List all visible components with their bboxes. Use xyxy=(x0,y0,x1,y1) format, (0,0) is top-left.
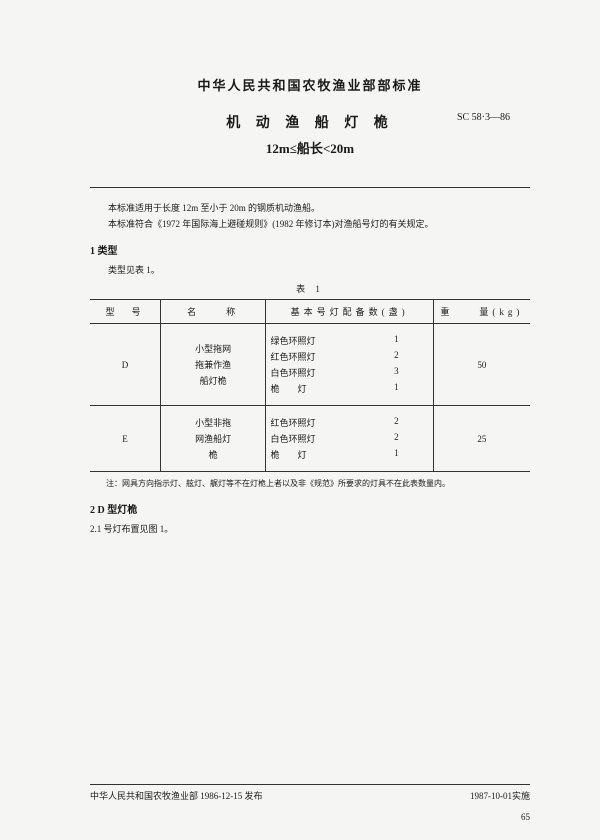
eq-d-3-qty: 1 xyxy=(394,382,399,395)
intro-block: 本标准适用于长度 12m 至小于 20m 的钢质机动渔船。 本标准符合《1972… xyxy=(90,200,530,232)
cell-name-e: 小型非拖 网渔船灯 桅 xyxy=(160,406,266,472)
eq-d-0-qty: 1 xyxy=(394,334,399,347)
intro-p2: 本标准符合《1972 年国际海上避碰规则》(1982 年修订本)对渔船号灯的有关… xyxy=(90,216,530,232)
page-container: 中华人民共和国农牧渔业部部标准 机 动 渔 船 灯 桅 SC 58·3—86 1… xyxy=(0,0,600,840)
table-1-note: 注：网具方向指示灯、舷灯、艉灯等不在灯桅上者以及非《规范》所要求的灯具不在此表数… xyxy=(90,478,530,489)
eq-e-2-label: 桅 灯 xyxy=(270,448,306,461)
name-e-1: 网渔船灯 xyxy=(195,432,231,445)
page-number: 65 xyxy=(521,812,530,822)
cell-model-e: E xyxy=(90,406,160,472)
page-footer: 中华人民共和国农牧渔业部 1986-12-15 发布 1987-10-01实施 xyxy=(90,784,530,802)
th-name: 名 称 xyxy=(160,300,266,324)
eq-e-1-qty: 2 xyxy=(394,432,399,445)
th-weight: 重 量(kg) xyxy=(433,300,530,324)
eq-d-1-label: 红色环照灯 xyxy=(270,350,315,363)
table-row: D 小型拖网 拖兼作渔 船灯桅 绿色环照灯 1 红色环照灯 2 白色环照灯 3 桅 灯… xyxy=(90,324,530,406)
name-e-0: 小型非拖 xyxy=(195,416,231,429)
doc-title: 机 动 渔 船 灯 桅 xyxy=(226,112,394,132)
section-2-heading: 2 D 型灯桅 xyxy=(90,501,530,516)
footer-left: 中华人民共和国农牧渔业部 1986-12-15 发布 xyxy=(90,789,263,802)
page-header-title: 中华人民共和国农牧渔业部部标准 xyxy=(90,75,530,94)
intro-p1: 本标准适用于长度 12m 至小于 20m 的钢质机动渔船。 xyxy=(90,200,530,216)
cell-equip-d: 绿色环照灯 1 红色环照灯 2 白色环照灯 3 桅 灯 1 xyxy=(266,324,433,406)
doc-subtitle: 12m≤船长<20m xyxy=(90,138,530,157)
cell-weight-d: 50 xyxy=(433,324,530,406)
name-d-0: 小型拖网 xyxy=(195,342,231,355)
section-1-sub: 类型见表 1。 xyxy=(90,263,530,276)
eq-d-2-label: 白色环照灯 xyxy=(270,366,315,379)
footer-right: 1987-10-01实施 xyxy=(470,789,530,802)
section-2-sub: 2.1 号灯布置见图 1。 xyxy=(90,522,530,535)
eq-d-1-qty: 2 xyxy=(394,350,399,363)
doc-code: SC 58·3—86 xyxy=(457,112,510,123)
section-1-heading: 1 类型 xyxy=(90,242,530,257)
table-1-caption: 表 1 xyxy=(90,282,530,295)
cell-name-d: 小型拖网 拖兼作渔 船灯桅 xyxy=(160,324,266,406)
name-e-2: 桅 xyxy=(209,448,218,461)
table-row: E 小型非拖 网渔船灯 桅 红色环照灯 2 白色环照灯 2 桅 灯 1 25 xyxy=(90,406,530,472)
table-header-row: 型 号 名 称 基本号灯配备数(盏) 重 量(kg) xyxy=(90,300,530,324)
doc-title-row: 机 动 渔 船 灯 桅 SC 58·3—86 xyxy=(90,112,530,132)
eq-e-0-qty: 2 xyxy=(394,416,399,429)
th-model: 型 号 xyxy=(90,300,160,324)
eq-d-2-qty: 3 xyxy=(394,366,399,379)
name-d-2: 船灯桅 xyxy=(200,374,227,387)
eq-e-0-label: 红色环照灯 xyxy=(270,416,315,429)
cell-weight-e: 25 xyxy=(433,406,530,472)
name-d-1: 拖兼作渔 xyxy=(195,358,231,371)
table-1: 型 号 名 称 基本号灯配备数(盏) 重 量(kg) D 小型拖网 拖兼作渔 船… xyxy=(90,299,530,472)
eq-e-1-label: 白色环照灯 xyxy=(270,432,315,445)
eq-e-2-qty: 1 xyxy=(394,448,399,461)
divider-top xyxy=(90,187,530,188)
cell-model-d: D xyxy=(90,324,160,406)
eq-d-0-label: 绿色环照灯 xyxy=(270,334,315,347)
cell-equip-e: 红色环照灯 2 白色环照灯 2 桅 灯 1 xyxy=(266,406,433,472)
eq-d-3-label: 桅 灯 xyxy=(270,382,306,395)
th-equip: 基本号灯配备数(盏) xyxy=(266,300,433,324)
